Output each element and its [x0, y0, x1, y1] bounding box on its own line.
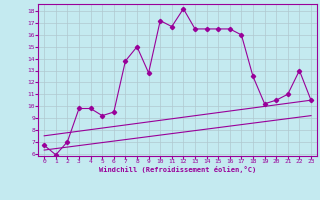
X-axis label: Windchill (Refroidissement éolien,°C): Windchill (Refroidissement éolien,°C) — [99, 166, 256, 173]
